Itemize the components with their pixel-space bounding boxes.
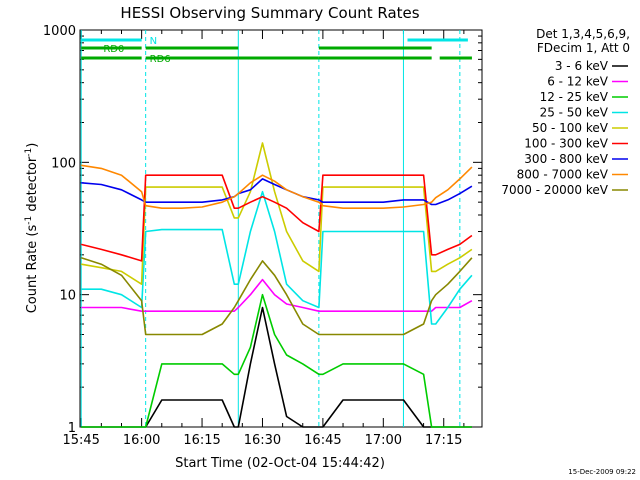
x-tick-label: 17:15 — [425, 433, 462, 448]
legend-label: 3 - 6 keV — [555, 59, 609, 73]
x-tick-label: 17:00 — [365, 433, 402, 448]
legend-label: 100 - 300 keV — [524, 137, 608, 151]
series-line — [80, 257, 473, 336]
flag-label-n: N — [150, 36, 157, 47]
series-line — [81, 164, 473, 209]
series-line — [81, 178, 473, 206]
legend-header-line-1: Det 1,3,4,5,6,9, — [536, 27, 630, 41]
x-tick-label: 16:15 — [183, 433, 220, 448]
y-tick-label: 100 — [51, 156, 76, 171]
legend-label: 25 - 50 keV — [540, 106, 609, 120]
plot-frame — [79, 29, 483, 428]
chart-title: HESSI Observing Summary Count Rates — [120, 4, 419, 22]
series-line — [81, 293, 472, 428]
x-tick-label: 16:30 — [244, 433, 281, 448]
x-tick-label: 16:00 — [123, 433, 160, 448]
generation-timestamp: 15-Dec-2009 09:22 — [568, 468, 636, 476]
legend-header-line-2: FDecim 1, Att 0 — [537, 41, 630, 55]
x-tick-label: 15:45 — [62, 433, 99, 448]
legend-label: 50 - 100 keV — [532, 121, 609, 135]
plot-area: 1 10 100 1000 15:45 16:00 16:15 16:30 16:45 17:00… — [43, 24, 483, 448]
legend-label: 7000 - 20000 keV — [501, 183, 608, 197]
y-tick-label: 1 — [68, 421, 76, 436]
y-axis-label: Count Rate (s-1 detector-1) — [24, 143, 40, 314]
series-line — [81, 174, 473, 262]
x-tick-label: 16:45 — [304, 433, 341, 448]
legend-label: 800 - 7000 keV — [517, 168, 609, 182]
y-tick-label: 10 — [59, 289, 76, 304]
series-line — [81, 306, 472, 428]
y-tick-label: 1000 — [43, 24, 76, 39]
flag-label-rd0: RD0 — [103, 44, 124, 55]
series-line — [81, 142, 473, 286]
x-axis-label: Start Time (02-Oct-04 15:44:42) — [175, 456, 385, 471]
legend-label: 6 - 12 keV — [547, 75, 609, 89]
legend-label: 12 - 25 keV — [540, 90, 609, 104]
series-line — [81, 190, 473, 325]
legend-label: 300 - 800 keV — [524, 152, 608, 166]
flag-label-rd6: RD6 — [150, 54, 171, 65]
